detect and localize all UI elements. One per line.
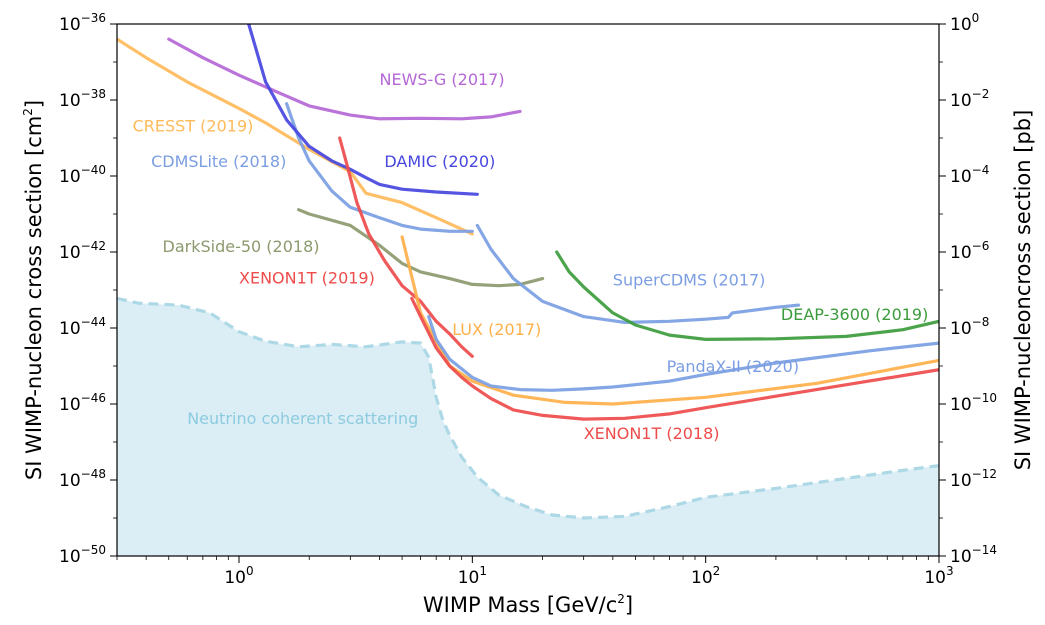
curve-label-neutrino-coherent-scattering: Neutrino coherent scattering: [187, 409, 418, 428]
y-tick-label: 10−48: [59, 467, 106, 491]
curve-label-cdmslite-2018: CDMSLite (2018): [151, 152, 286, 171]
neutrino-floor-line: [117, 296, 939, 520]
curve-labels-layer: NEWS-G (2017) CRESST (2019) CDMSLite (2018…: [133, 70, 929, 443]
curve-label-pandax-ii-2020: PandaX-II (2020): [667, 357, 800, 376]
series-line-deap-3600-2019: [555, 250, 939, 341]
series-line-damic-2020: [247, 24, 479, 196]
series-line-pandax-ii-2020: [427, 315, 939, 392]
x-tick-label: 100: [224, 564, 253, 588]
curve-label-deap-3600-2019: DEAP-3600 (2019): [781, 305, 928, 324]
y2-tick-label: 100: [950, 11, 979, 35]
y2-tick-label: 10−10: [950, 391, 997, 415]
y2-axis-label: SI WIMP-nucleoncross section [pb]: [1011, 110, 1035, 471]
neutrino-floor-area: [117, 298, 939, 556]
curve-label-lux-2017: LUX (2017): [452, 320, 541, 339]
ticks-layer: 100 101 102 103 10−36 10−38 10−40 10−42 10−44 10−…: [59, 11, 997, 588]
x-tick-label: 103: [924, 564, 953, 588]
series-line-cdmslite-2018: [285, 102, 474, 233]
y-tick-label: 10−50: [59, 543, 106, 567]
curve-label-xenon1t-2019: XENON1T (2019): [239, 268, 375, 287]
y2-tick-label: 10−4: [950, 163, 989, 187]
y2-tick-label: 10−6: [950, 239, 989, 263]
curve-label-damic-2020: DAMIC (2020): [384, 152, 495, 171]
neutrino-floor-layer: [117, 296, 939, 556]
y2-tick-label: 10−8: [950, 315, 989, 339]
y-tick-label: 10−42: [59, 239, 106, 263]
curve-label-news-g-2017: NEWS-G (2017): [380, 70, 505, 89]
y-tick-label: 10−46: [59, 391, 106, 415]
y-tick-label: 10−40: [59, 163, 106, 187]
y2-tick-label: 10−2: [950, 87, 989, 111]
series-line-xenon1t-2018: [410, 296, 939, 421]
y-axis-label: SI WIMP-nucleon cross section [cm2]: [21, 100, 46, 480]
series-line-xenon1t-2019: [338, 136, 474, 358]
x-tick-label: 101: [458, 564, 487, 588]
y-tick-label: 10−38: [59, 87, 106, 111]
x-axis-label: WIMP Mass [GeV/c2]: [423, 592, 633, 617]
curve-label-darkside-50-2018: DarkSide-50 (2018): [163, 237, 320, 256]
curve-label-supercdms-2017: SuperCDMS (2017): [613, 271, 766, 290]
curve-label-cresst-2019: CRESST (2019): [133, 116, 254, 135]
curve-label-xenon1t-2018: XENON1T (2018): [584, 424, 720, 443]
y2-tick-label: 10−14: [950, 543, 997, 567]
x-tick-label: 102: [691, 564, 720, 588]
y-tick-label: 10−36: [59, 11, 106, 35]
series-line-supercdms-2017: [475, 223, 801, 324]
y-tick-label: 10−44: [59, 315, 106, 339]
y2-tick-label: 10−12: [950, 467, 997, 491]
series-layer: [117, 24, 939, 421]
series-line-cresst-2019: [117, 37, 474, 236]
series-line-darkside-50-2018: [297, 208, 545, 288]
series-line-news-g-2017: [167, 37, 522, 121]
